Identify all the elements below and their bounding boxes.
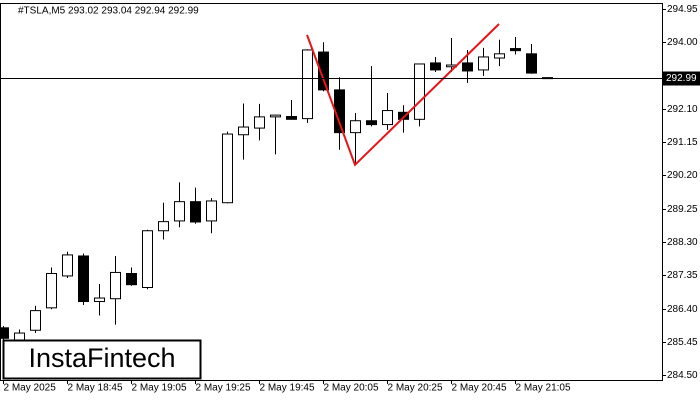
candle-body — [494, 53, 505, 59]
y-tick-label: 291.15 — [667, 137, 698, 148]
candle-body — [510, 48, 521, 52]
x-tick-label: 2 May 2025 — [4, 383, 57, 394]
y-tick-label: 284.50 — [667, 370, 698, 381]
candle-body — [270, 114, 281, 118]
candle-body — [398, 111, 409, 120]
x-tick-label: 2 May 20:25 — [388, 383, 443, 394]
y-tick-label: 286.40 — [667, 304, 698, 315]
x-tick-label: 2 May 19:05 — [132, 383, 187, 394]
candle-body — [206, 200, 217, 222]
watermark: InstaFintech — [28, 343, 175, 373]
current-price-box — [662, 71, 700, 86]
candle-body — [110, 271, 121, 300]
candle-body — [158, 221, 169, 232]
x-tick-label: 2 May 19:25 — [196, 383, 251, 394]
y-tick-label: 289.25 — [667, 204, 698, 215]
candle-body — [14, 332, 25, 341]
candle-body — [46, 272, 57, 309]
candle-body — [350, 120, 361, 134]
candle-body — [430, 62, 441, 71]
candle-body — [414, 63, 425, 120]
watermark-box — [2, 339, 202, 380]
candle-body — [238, 126, 249, 136]
y-tick-label: 288.30 — [667, 237, 698, 248]
y-tick-label: 294.00 — [667, 37, 698, 48]
candle-body — [174, 201, 185, 222]
candle-body — [222, 133, 233, 204]
y-tick-label: 294.95 — [667, 4, 698, 15]
current-price-label: 292.99 — [666, 73, 697, 84]
y-tick-label: 292.10 — [667, 104, 698, 115]
candle-body — [126, 272, 137, 286]
candle-body — [94, 297, 105, 303]
candle-body — [366, 120, 377, 126]
x-tick-label: 2 May 19:45 — [260, 383, 315, 394]
candle-body — [30, 310, 41, 331]
x-tick-label: 2 May 21:05 — [516, 383, 571, 394]
candle-body — [526, 53, 537, 74]
candle-body — [478, 56, 489, 71]
candle-body — [286, 116, 297, 120]
chart-title: #TSLA,M5 293.02 293.04 292.94 292.99 — [18, 6, 199, 17]
candle-body — [302, 49, 313, 120]
candle-body — [190, 201, 201, 223]
candle-body — [142, 230, 153, 289]
candle-body — [78, 255, 89, 303]
plot-frame — [0, 3, 663, 381]
x-tick-label: 2 May 20:45 — [452, 383, 507, 394]
candle-body — [318, 51, 329, 91]
candle-body — [62, 254, 73, 277]
y-tick-label: 287.35 — [667, 270, 698, 281]
candle-body — [254, 116, 265, 129]
candle-body — [462, 62, 473, 72]
y-tick-label: 285.45 — [667, 337, 698, 348]
x-tick-label: 2 May 20:05 — [324, 383, 379, 394]
y-tick-label: 290.20 — [667, 170, 698, 181]
x-tick-label: 2 May 18:45 — [68, 383, 123, 394]
candle-body — [382, 110, 393, 126]
candle-body — [0, 327, 9, 339]
